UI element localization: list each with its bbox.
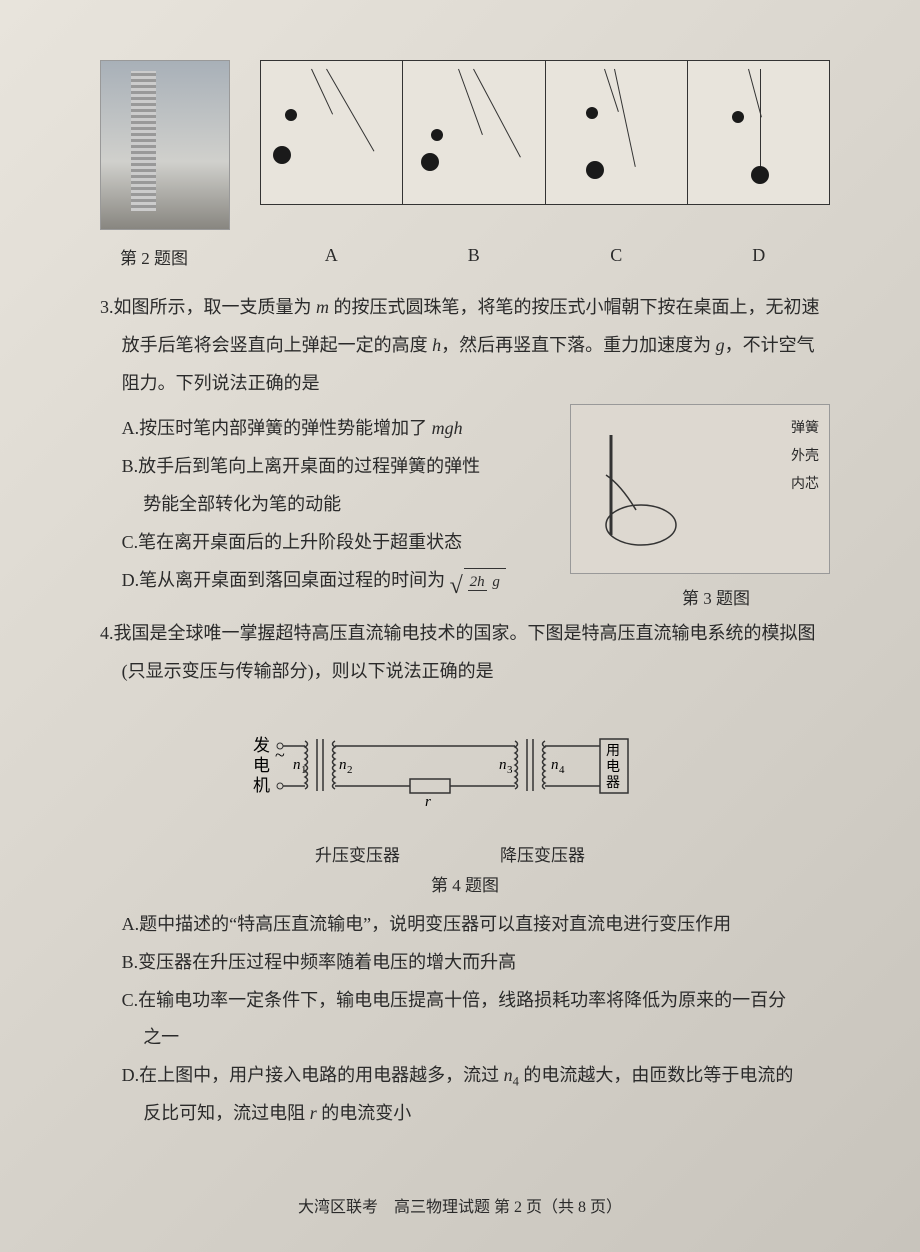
svg-text:2: 2 <box>347 764 353 776</box>
svg-text:n: n <box>339 757 347 773</box>
figure-2-section <box>100 60 830 230</box>
svg-text:4: 4 <box>559 764 565 776</box>
pendulum-panel-a <box>260 60 403 205</box>
pendulum-panel-b <box>403 60 545 205</box>
q4-option-c: C.在输电功率一定条件下，输电电压提高十倍，线路损耗功率将降低为原来的一百分 <box>100 982 830 1020</box>
pendulum-panel-c <box>546 60 688 205</box>
pendulum-panel-d <box>688 60 830 205</box>
gen-label-2: 电 <box>253 756 270 775</box>
q4-option-d2: 反比可知，流过电阻 r 的电流变小 <box>100 1095 830 1133</box>
figure-2-photo <box>100 60 230 230</box>
svg-text:n: n <box>293 757 301 773</box>
pendulum-panels <box>260 60 830 230</box>
svg-text:1: 1 <box>301 764 307 776</box>
svg-text:用: 用 <box>606 744 620 759</box>
q4-option-a: A.题中描述的“特高压直流输电”，说明变压器可以直接对直流电进行变压作用 <box>100 906 830 944</box>
svg-text:~: ~ <box>275 745 285 765</box>
q3-text: 3.如图所示，取一支质量为 m 的按压式圆珠笔，将笔的按压式小帽朝下按在桌面上，… <box>100 289 830 402</box>
q4-option-d: D.在上图中，用户接入电路的用电器越多，流过 n4 的电流越大，由匝数比等于电流… <box>100 1057 830 1095</box>
svg-text:3: 3 <box>507 764 513 776</box>
gen-label-3: 机 <box>253 776 270 795</box>
figure-3: 弹簧 外壳 内芯 <box>570 404 830 574</box>
figure-4-caption: 第 4 题图 <box>235 871 695 896</box>
figure-3-caption: 第 3 题图 <box>682 584 750 609</box>
pen-part-labels: 弹簧 外壳 内芯 <box>791 415 819 499</box>
circuit-svg: 发 电 机 ~ n 1 n 2 r n 3 n 4 用 电 <box>235 711 695 831</box>
page-footer: 大湾区联考 高三物理试题 第 2 页（共 8 页） <box>0 1193 920 1217</box>
svg-text:器: 器 <box>606 776 620 791</box>
q4-option-b: B.变压器在升压过程中频率随着电压的增大而升高 <box>100 944 830 982</box>
svg-text:n: n <box>499 757 507 773</box>
q4-transformer-labels: 升压变压器 降压变压器 <box>235 841 695 866</box>
figure-4: 发 电 机 ~ n 1 n 2 r n 3 n 4 用 电 <box>235 711 695 896</box>
panel-label-c: C <box>545 245 688 266</box>
panel-label-a: A <box>260 245 403 266</box>
panel-label-d: D <box>688 245 831 266</box>
question-3: 3.如图所示，取一支质量为 m 的按压式圆珠笔，将笔的按压式小帽朝下按在桌面上，… <box>100 289 830 600</box>
svg-text:电: 电 <box>606 759 620 775</box>
panel-label-b: B <box>403 245 546 266</box>
gen-label-1: 发 <box>253 736 270 755</box>
q4-text: 4.我国是全球唯一掌握超特高压直流输电技术的国家。下图是特高压直流输电系统的模拟… <box>100 615 830 691</box>
svg-text:n: n <box>551 757 559 773</box>
q4-option-c2: 之一 <box>100 1019 830 1057</box>
svg-text:r: r <box>425 794 431 810</box>
pen-svg <box>581 415 681 565</box>
